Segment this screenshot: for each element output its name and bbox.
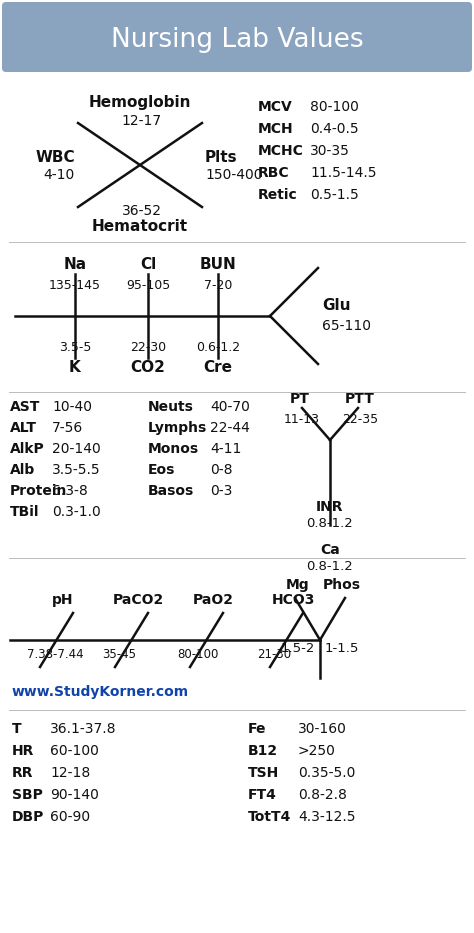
Text: ALT: ALT — [10, 421, 37, 435]
Text: 12-17: 12-17 — [122, 114, 162, 128]
Text: Fe: Fe — [248, 722, 266, 736]
Text: 0.5-1.5: 0.5-1.5 — [310, 188, 359, 202]
Text: AST: AST — [10, 400, 40, 414]
Text: www.StudyKorner.com: www.StudyKorner.com — [12, 685, 189, 699]
Text: 12-18: 12-18 — [50, 766, 90, 780]
Text: 36.1-37.8: 36.1-37.8 — [50, 722, 117, 736]
Text: 0.4-0.5: 0.4-0.5 — [310, 122, 359, 136]
Text: 60-100: 60-100 — [50, 744, 99, 758]
Text: Alb: Alb — [10, 463, 35, 477]
Text: 36-52: 36-52 — [122, 204, 162, 218]
Text: PTT: PTT — [345, 392, 375, 406]
Text: 4-11: 4-11 — [210, 442, 241, 456]
Text: 22-44: 22-44 — [210, 421, 250, 435]
Text: T: T — [12, 722, 22, 736]
Text: 20-140: 20-140 — [52, 442, 101, 456]
Text: RR: RR — [12, 766, 34, 780]
Text: PaO2: PaO2 — [192, 593, 234, 607]
Text: 0-8: 0-8 — [210, 463, 233, 477]
Text: 1.5-2: 1.5-2 — [281, 642, 315, 655]
Text: RBC: RBC — [258, 166, 290, 180]
Text: 80-100: 80-100 — [310, 100, 359, 114]
Text: 3.5-5.5: 3.5-5.5 — [52, 463, 100, 477]
Text: 21-30: 21-30 — [257, 648, 291, 661]
Text: MCV: MCV — [258, 100, 293, 114]
Text: 135-145: 135-145 — [49, 279, 101, 292]
Text: 7-20: 7-20 — [204, 279, 232, 292]
Text: 11.5-14.5: 11.5-14.5 — [310, 166, 376, 180]
Text: 0.8-2.8: 0.8-2.8 — [298, 788, 347, 802]
Text: SBP: SBP — [12, 788, 43, 802]
Text: Mg: Mg — [286, 578, 310, 592]
FancyBboxPatch shape — [2, 2, 472, 72]
Text: B12: B12 — [248, 744, 278, 758]
Text: Nursing Lab Values: Nursing Lab Values — [111, 27, 363, 53]
Text: 0.3-1.0: 0.3-1.0 — [52, 505, 101, 519]
Text: 30-35: 30-35 — [310, 144, 350, 158]
Text: 80-100: 80-100 — [177, 648, 219, 661]
Text: HR: HR — [12, 744, 35, 758]
Text: Na: Na — [64, 257, 87, 272]
Text: 150-400: 150-400 — [205, 168, 263, 182]
Text: pH: pH — [52, 593, 74, 607]
Text: Phos: Phos — [323, 578, 361, 592]
Text: TotT4: TotT4 — [248, 810, 292, 824]
Text: 0.6-1.2: 0.6-1.2 — [196, 341, 240, 354]
Text: INR: INR — [316, 500, 344, 514]
Text: K: K — [69, 360, 81, 375]
Text: 0.8-1.2: 0.8-1.2 — [307, 560, 354, 573]
Text: 65-110: 65-110 — [322, 319, 371, 333]
Text: PaCO2: PaCO2 — [112, 593, 164, 607]
Text: 3.5-5: 3.5-5 — [59, 341, 91, 354]
Text: Hemoglobin: Hemoglobin — [89, 95, 191, 110]
Text: Neuts: Neuts — [148, 400, 194, 414]
Text: 7-56: 7-56 — [52, 421, 83, 435]
Text: Hematocrit: Hematocrit — [92, 219, 188, 234]
Text: 0.8-1.2: 0.8-1.2 — [307, 517, 354, 530]
Text: TSH: TSH — [248, 766, 279, 780]
Text: Monos: Monos — [148, 442, 199, 456]
Text: WBC: WBC — [36, 149, 75, 164]
Text: 30-160: 30-160 — [298, 722, 347, 736]
Text: 7.38-7.44: 7.38-7.44 — [27, 648, 83, 661]
Text: 0-3: 0-3 — [210, 484, 232, 498]
Text: Cl: Cl — [140, 257, 156, 272]
Text: 4-10: 4-10 — [44, 168, 75, 182]
Text: BUN: BUN — [200, 257, 237, 272]
Text: FT4: FT4 — [248, 788, 277, 802]
Text: 40-70: 40-70 — [210, 400, 250, 414]
Text: DBP: DBP — [12, 810, 45, 824]
Text: 0.35-5.0: 0.35-5.0 — [298, 766, 356, 780]
Text: Basos: Basos — [148, 484, 194, 498]
Text: 35-45: 35-45 — [102, 648, 136, 661]
Text: CO2: CO2 — [130, 360, 165, 375]
Text: 11-13: 11-13 — [284, 413, 320, 426]
Text: 6.3-8: 6.3-8 — [52, 484, 88, 498]
Text: >250: >250 — [298, 744, 336, 758]
Text: PT: PT — [290, 392, 310, 406]
Text: Glu: Glu — [322, 299, 350, 313]
Text: 10-40: 10-40 — [52, 400, 92, 414]
Text: MCH: MCH — [258, 122, 293, 136]
Text: Cre: Cre — [203, 360, 233, 375]
Text: Lymphs: Lymphs — [148, 421, 207, 435]
Text: TBil: TBil — [10, 505, 39, 519]
Text: 90-140: 90-140 — [50, 788, 99, 802]
Text: MCHC: MCHC — [258, 144, 304, 158]
Text: Ca: Ca — [320, 543, 340, 557]
Text: Retic: Retic — [258, 188, 298, 202]
Text: Protein: Protein — [10, 484, 67, 498]
Text: 4.3-12.5: 4.3-12.5 — [298, 810, 356, 824]
Text: HCO3: HCO3 — [271, 593, 315, 607]
Text: 22-35: 22-35 — [342, 413, 378, 426]
Text: 95-105: 95-105 — [126, 279, 170, 292]
Text: 60-90: 60-90 — [50, 810, 90, 824]
Text: 1-1.5: 1-1.5 — [325, 642, 359, 655]
Text: 22-30: 22-30 — [130, 341, 166, 354]
Text: Plts: Plts — [205, 149, 237, 164]
Text: Eos: Eos — [148, 463, 175, 477]
Text: AlkP: AlkP — [10, 442, 45, 456]
